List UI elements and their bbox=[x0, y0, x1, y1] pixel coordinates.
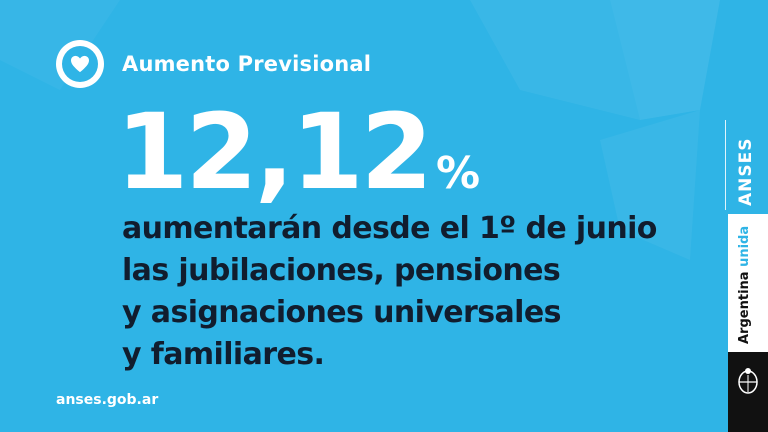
increase-value: 12,12 bbox=[116, 91, 433, 213]
argentina-unida-logo: Argentina unida bbox=[737, 226, 752, 344]
headline-line: las jubilaciones, pensiones bbox=[122, 253, 561, 288]
anses-logo: ANSES bbox=[736, 137, 756, 206]
heart-badge bbox=[56, 40, 104, 88]
increase-percentage: 12,12 % bbox=[116, 100, 480, 204]
argentina-text: Argentina bbox=[737, 271, 752, 344]
heart-icon bbox=[71, 55, 89, 73]
brand-divider bbox=[725, 120, 726, 210]
headline-line: aumentarán desde el 1º de junio bbox=[122, 211, 657, 246]
website-link[interactable]: anses.gob.ar bbox=[56, 392, 159, 408]
headline-line: y familiares. bbox=[122, 337, 325, 372]
heart-ring bbox=[62, 46, 98, 82]
headline-line: y asignaciones universales bbox=[122, 295, 561, 330]
header: Aumento Previsional bbox=[56, 40, 371, 88]
unida-text: unida bbox=[737, 225, 752, 267]
headline: aumentarán desde el 1º de junio las jubi… bbox=[122, 208, 682, 376]
section-title: Aumento Previsional bbox=[122, 52, 372, 76]
percent-sign: % bbox=[435, 148, 481, 199]
national-emblem-icon bbox=[738, 368, 758, 394]
